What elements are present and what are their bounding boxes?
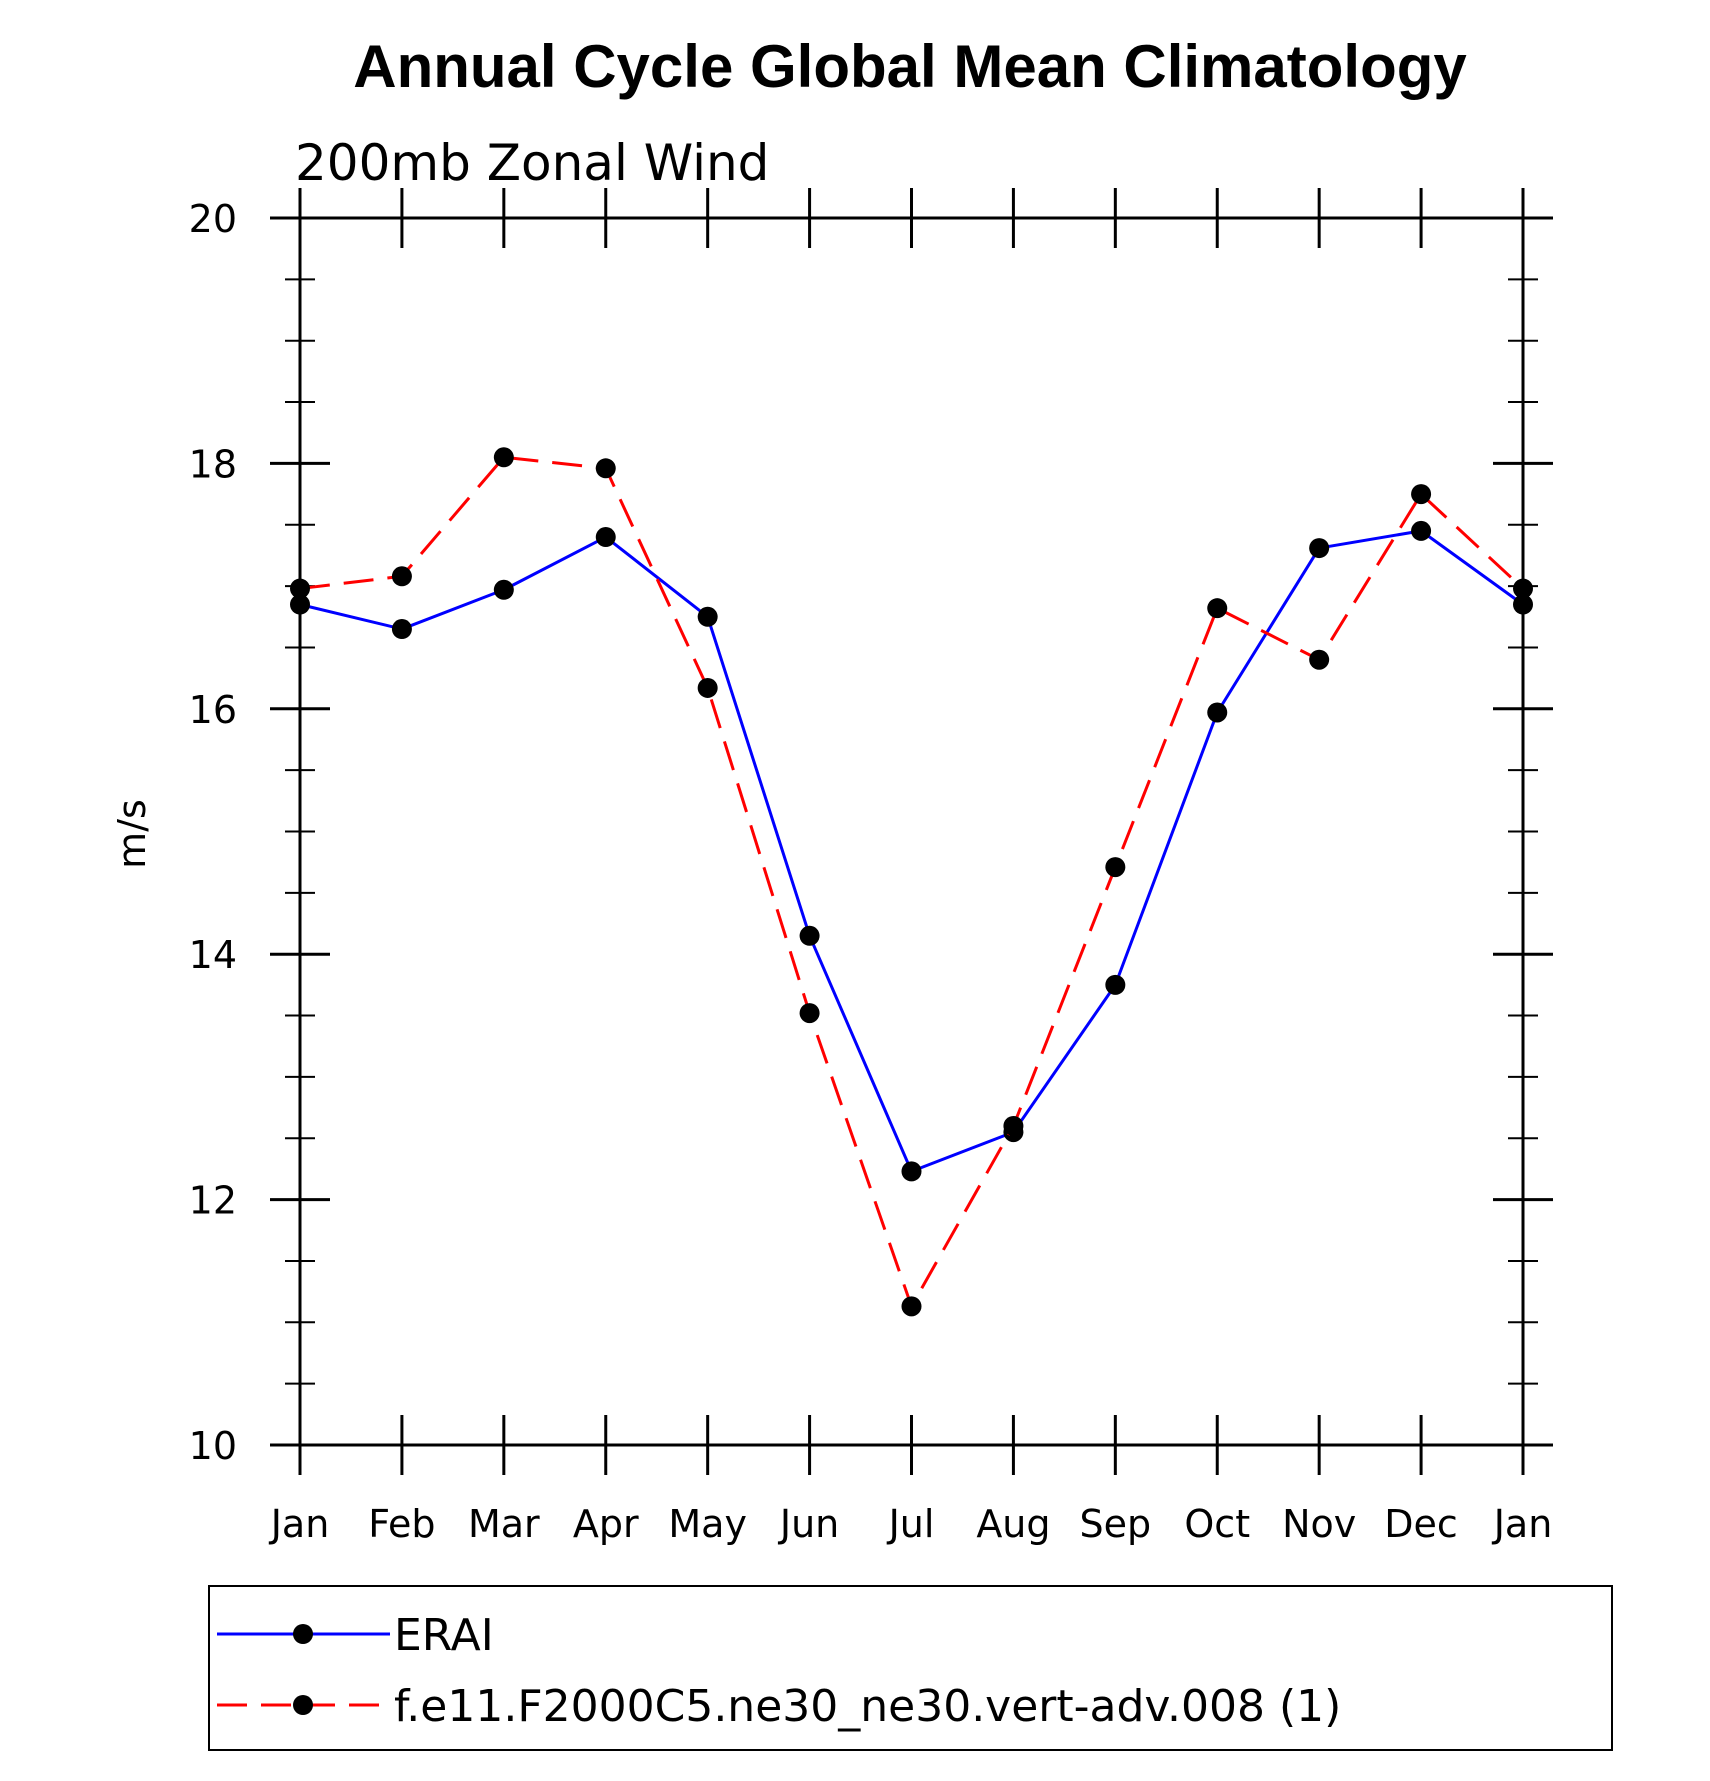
- legend-label-0: ERAI: [394, 1610, 494, 1661]
- x-tick-label: Oct: [1184, 1502, 1250, 1546]
- y-axis-label: m/s: [110, 799, 154, 869]
- series-point-1: [1003, 1115, 1024, 1136]
- x-tick-label: Jun: [778, 1502, 839, 1546]
- x-tick-label: Nov: [1282, 1502, 1356, 1546]
- series-point-1: [1309, 649, 1330, 670]
- series-point-1: [493, 447, 514, 468]
- series-point-1: [290, 578, 310, 599]
- axis-ticks: Jan Feb Mar Apr May Jun Jul Aug Sep Oct Nov Dec Jan 1…: [189, 188, 1553, 1546]
- series-point-0: [1105, 974, 1126, 995]
- legend-marker-1: [293, 1695, 313, 1715]
- series-point-1: [799, 1003, 820, 1024]
- legend-box: [208, 1585, 1613, 1751]
- x-tick-label: Jul: [887, 1502, 935, 1546]
- series-point-1: [595, 458, 616, 479]
- series-point-0: [1411, 520, 1432, 541]
- x-tick-label: Mar: [468, 1502, 540, 1546]
- plot-frame: [298, 216, 1525, 1447]
- x-tick-label: Apr: [573, 1502, 639, 1546]
- y-tick-label: 20: [189, 197, 237, 241]
- x-tick-label: Jan: [1492, 1502, 1553, 1546]
- series-point-1: [697, 677, 718, 698]
- x-tick-label: Jan: [269, 1502, 330, 1546]
- series-point-1: [1513, 578, 1533, 599]
- y-tick-label: 18: [189, 442, 237, 486]
- series-point-1: [391, 566, 412, 587]
- y-tick-label: 12: [189, 1179, 237, 1223]
- series-point-0: [1513, 594, 1533, 615]
- series-point-0: [901, 1161, 922, 1182]
- series-point-1: [901, 1296, 922, 1317]
- y-tick-label: 16: [189, 688, 237, 732]
- series-point-0: [799, 925, 820, 946]
- series-point-0: [1207, 702, 1228, 723]
- y-tick-label: 14: [189, 933, 237, 977]
- legend-marker-0: [293, 1624, 313, 1644]
- x-tick-label: Feb: [368, 1502, 435, 1546]
- x-tick-label: Sep: [1080, 1502, 1152, 1546]
- series-point-0: [391, 619, 412, 640]
- series-point-0: [290, 594, 310, 615]
- series-layer: [290, 447, 1533, 1317]
- x-tick-label: Dec: [1384, 1502, 1458, 1546]
- chart-title: Annual Cycle Global Mean Climatology: [353, 33, 1467, 100]
- series-point-1: [1411, 484, 1432, 505]
- series-point-0: [697, 606, 718, 627]
- series-point-0: [1309, 538, 1330, 559]
- series-point-0: [595, 527, 616, 548]
- series-point-1: [1105, 857, 1126, 878]
- legend-label-1: f.e11.F2000C5.ne30_ne30.vert-adv.008 (1): [394, 1681, 1341, 1732]
- chart-subtitle: 200mb Zonal Wind: [295, 134, 769, 192]
- y-tick-label: 10: [189, 1424, 237, 1468]
- legend: ERAI f.e11.F2000C5.ne30_ne30.vert-adv.008…: [217, 1610, 1341, 1732]
- x-tick-label: May: [668, 1502, 747, 1546]
- series-point-1: [1207, 598, 1228, 619]
- x-tick-label: Aug: [976, 1502, 1050, 1546]
- series-point-0: [493, 579, 514, 600]
